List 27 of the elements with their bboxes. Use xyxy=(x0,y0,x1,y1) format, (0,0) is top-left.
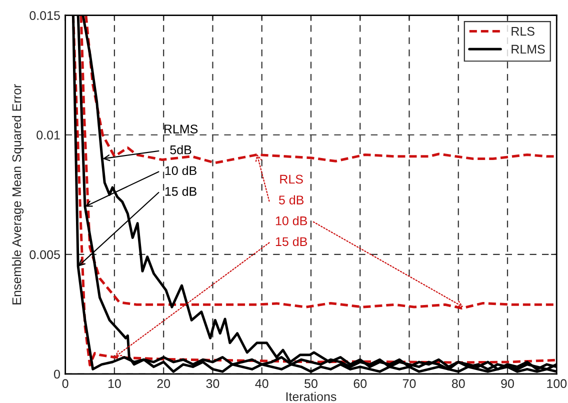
x-tick-label: 50 xyxy=(304,379,318,388)
annotation: 5dB xyxy=(170,145,192,154)
legend-label: RLS xyxy=(512,26,534,36)
y-tick-label: 0.01 xyxy=(36,130,60,140)
legend-label: RLMS xyxy=(512,44,545,54)
annotation: 15 dB xyxy=(165,186,196,196)
x-axis-title: Iterations xyxy=(286,392,336,402)
x-tick-label: 60 xyxy=(354,379,367,388)
annotation: RLMS xyxy=(164,124,198,134)
x-tick-label: 80 xyxy=(452,379,465,388)
x-tick-label: 100 xyxy=(547,379,567,388)
y-axis-title: Ensemble Average Mean Squared Error xyxy=(12,84,24,304)
x-tick-label: 0 xyxy=(62,379,68,388)
x-tick-label: 70 xyxy=(402,379,416,388)
x-tick-label: 10 xyxy=(108,379,121,388)
x-tick-label: 40 xyxy=(255,379,268,388)
annotation: 10 dB xyxy=(276,216,307,226)
annotation: 15 dB xyxy=(276,236,307,246)
annotation: 5 dB xyxy=(278,195,304,204)
y-tick-label: 0.005 xyxy=(30,250,60,260)
annotation: 10 dB xyxy=(165,166,196,176)
y-tick-label: 0 xyxy=(54,370,60,379)
x-tick-label: 90 xyxy=(501,379,514,388)
annotation: RLS xyxy=(280,174,303,184)
x-tick-label: 20 xyxy=(157,379,170,388)
y-tick-label: 0.015 xyxy=(30,11,60,20)
x-tick-label: 30 xyxy=(206,379,220,388)
